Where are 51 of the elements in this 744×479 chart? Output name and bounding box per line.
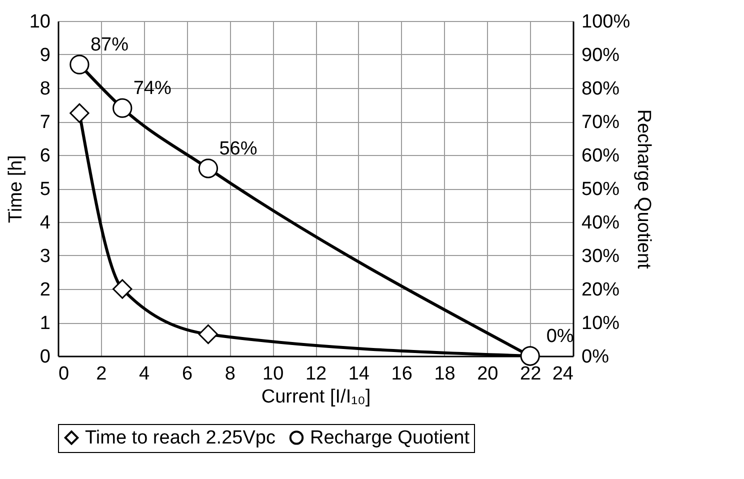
y2-tick-label: 100% <box>582 12 630 32</box>
y-tick-label: 7 <box>40 112 50 133</box>
data-label: 87% <box>90 34 129 56</box>
y2-tick-label: 50% <box>582 179 620 200</box>
y-tick-label: 6 <box>40 146 50 166</box>
data-label: 74% <box>133 78 172 100</box>
data-label: 0% <box>546 326 574 347</box>
y-tick-label: 1 <box>40 313 50 334</box>
x-tick-label: 16 <box>391 364 412 384</box>
point <box>70 54 90 74</box>
y-axis-title: Time [h] <box>5 155 26 223</box>
data-label: 56% <box>219 138 258 160</box>
point <box>198 324 218 344</box>
y2-tick-label: 60% <box>582 146 620 166</box>
x-axis-title: Current [I/I₁₀] <box>261 386 371 408</box>
legend-label: Time to reach 2.25Vpc <box>85 428 276 449</box>
point <box>198 158 218 178</box>
point <box>520 346 540 366</box>
point <box>112 98 132 118</box>
y2-tick-label: 0% <box>582 346 610 368</box>
x-tick-label: 10 <box>262 364 284 384</box>
point <box>70 103 90 123</box>
x-tick-label: 6 <box>182 364 193 384</box>
x-tick-label: 2 <box>96 364 107 384</box>
x-tick-label: 12 <box>305 364 327 384</box>
y2-tick-label: 10% <box>582 313 620 334</box>
x-tick-label: 0 <box>58 364 70 384</box>
y2-tick-label: 30% <box>582 246 620 267</box>
point <box>112 279 132 299</box>
y-tick-label: 2 <box>40 280 50 300</box>
x-tick-label: 14 <box>348 364 370 384</box>
x-tick-label: 20 <box>477 364 498 384</box>
y-tick-label: 9 <box>40 45 50 66</box>
y2-tick-label: 80% <box>582 78 620 100</box>
y-tick-label: 5 <box>40 179 50 200</box>
y-tick-label: 4 <box>40 212 51 234</box>
y2-tick-label: 20% <box>582 280 620 300</box>
y-tick-label: 10 <box>29 12 50 32</box>
x-tick-label: 24 <box>552 364 574 384</box>
y-tick-label: 0 <box>40 346 50 368</box>
y2-axis-title: Recharge Quotient <box>633 109 654 270</box>
y-tick-label: 8 <box>40 78 50 100</box>
y2-tick-label: 90% <box>582 45 620 66</box>
x-tick-label: 22 <box>520 364 542 384</box>
x-tick-label: 8 <box>224 364 236 384</box>
y2-tick-label: 40% <box>582 212 620 234</box>
y2-tick-label: 70% <box>582 112 620 133</box>
x-tick-label: 18 <box>434 364 456 384</box>
y-tick-label: 3 <box>40 246 50 267</box>
legend-label: Recharge Quotient <box>310 428 470 449</box>
x-tick-label: 4 <box>139 364 150 384</box>
